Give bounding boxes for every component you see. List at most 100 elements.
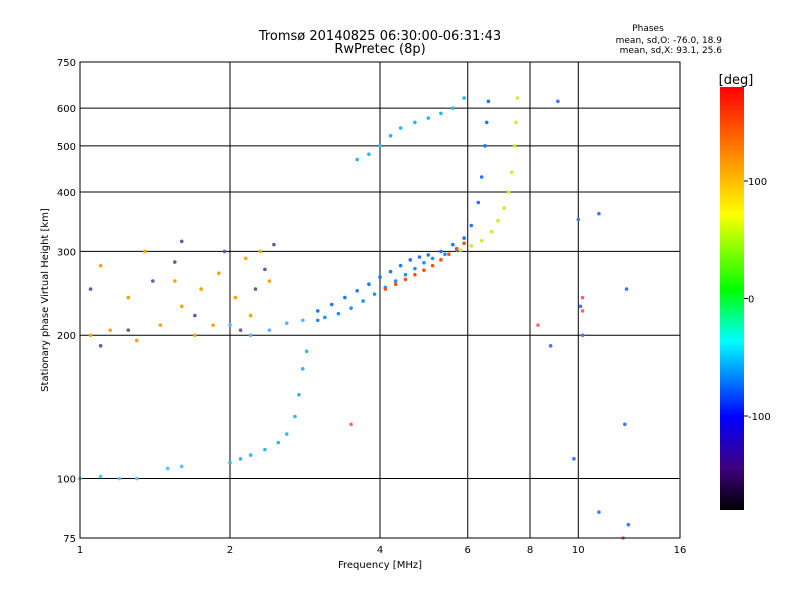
plot-frame: [79, 61, 681, 539]
trace-point: [98, 263, 103, 268]
trace-point: [462, 96, 466, 100]
trace-point: [248, 333, 253, 338]
trace-point: [509, 170, 514, 175]
trace-point: [462, 236, 466, 240]
trace-point: [556, 99, 560, 104]
trace-point: [173, 260, 177, 264]
trace-point: [301, 367, 305, 371]
colorbar-unit-label: [deg]: [719, 73, 754, 88]
colorbar-ticks: 100 0 -100: [744, 177, 771, 423]
trace-point: [388, 269, 393, 274]
trace-point: [315, 309, 320, 313]
x-tick-label: 10: [572, 545, 585, 556]
trace-point: [367, 282, 371, 287]
y-tick-label: 400: [57, 188, 76, 199]
trace-point: [454, 246, 459, 251]
trace-point: [447, 252, 451, 256]
trace-point: [361, 299, 365, 303]
trace-point: [267, 279, 272, 283]
trace-point: [439, 111, 443, 116]
trace-point: [469, 223, 474, 228]
trace-point: [336, 311, 341, 316]
trace-point: [624, 287, 629, 291]
trace-point: [479, 175, 484, 179]
trace-point: [88, 333, 93, 338]
trace-point: [451, 106, 455, 110]
trace-point: [329, 302, 334, 307]
trace-point: [479, 238, 484, 243]
trace-point: [597, 510, 601, 514]
y-tick-label: 200: [57, 331, 76, 342]
chart-title: Tromsø 20140825 06:30:00-06:31:43: [258, 29, 501, 44]
x-axis-label: Frequency [MHz]: [338, 560, 422, 571]
x-tick-label: 1: [77, 545, 83, 556]
trace-point: [355, 157, 359, 162]
trace-point: [349, 422, 353, 427]
chart-subtitle: RwPretec (8p): [334, 42, 425, 57]
trace-point: [536, 323, 540, 327]
trace-point: [367, 152, 371, 157]
trace-point: [483, 144, 487, 148]
trace-series: [315, 248, 459, 323]
trace-series: [88, 249, 272, 343]
y-tick-label: 300: [57, 247, 76, 258]
colorbar-tick-label: 100: [748, 177, 767, 188]
trace-point: [143, 249, 147, 254]
trace-point: [108, 328, 113, 332]
trace-point: [626, 522, 631, 527]
trace-point: [383, 287, 388, 291]
trace-point: [443, 252, 447, 256]
trace-point: [439, 258, 443, 262]
trace-point: [439, 249, 443, 254]
colorbar-tick-label: -100: [748, 412, 771, 423]
trace-point: [199, 287, 203, 291]
trace-point: [272, 242, 276, 247]
trace-point: [469, 244, 474, 248]
trace-point: [458, 248, 463, 252]
trace-point: [580, 309, 585, 313]
trace-point: [284, 432, 289, 436]
trace-point: [284, 321, 289, 325]
y-tick-label: 75: [63, 534, 76, 545]
trace-point: [506, 190, 511, 194]
trace-point: [323, 315, 327, 320]
trace-point: [98, 344, 103, 348]
trace-point: [514, 120, 518, 125]
colorbar: [720, 87, 744, 510]
trace-point: [388, 133, 393, 138]
trace-series: [458, 96, 520, 252]
trace-point: [476, 200, 481, 205]
trace-point: [179, 464, 184, 469]
trace-point: [228, 323, 232, 327]
trace-point: [248, 453, 253, 457]
trace-point: [193, 313, 197, 318]
trace-point: [228, 460, 232, 465]
trace-point: [151, 279, 155, 283]
trace-point: [88, 287, 93, 291]
trace-point: [398, 263, 403, 268]
x-axis-ticks: 1 2 4 6 8 10 16: [77, 545, 687, 556]
trace-point: [258, 249, 263, 254]
trace-point: [134, 338, 139, 343]
trace-point: [238, 457, 243, 461]
trace-series: [228, 349, 309, 465]
trace-point: [179, 304, 184, 309]
trace-point: [413, 272, 417, 277]
trace-point: [253, 287, 258, 291]
trace-point: [572, 457, 576, 461]
trace-point: [217, 271, 221, 276]
trace-point: [430, 263, 435, 268]
trace-point: [623, 422, 627, 427]
trace-series: [228, 318, 305, 338]
stats-title: Phases: [632, 24, 664, 34]
trace-point: [349, 306, 353, 310]
trace-point: [378, 275, 382, 279]
trace-point: [211, 323, 215, 327]
y-axis-label: Stationary phase Virtual Height [km]: [40, 208, 51, 392]
trace-point: [304, 349, 309, 354]
trace-point: [580, 333, 585, 338]
trace-point: [158, 323, 163, 327]
trace-point: [422, 268, 426, 272]
trace-point: [426, 253, 431, 257]
trace-point: [222, 249, 227, 254]
